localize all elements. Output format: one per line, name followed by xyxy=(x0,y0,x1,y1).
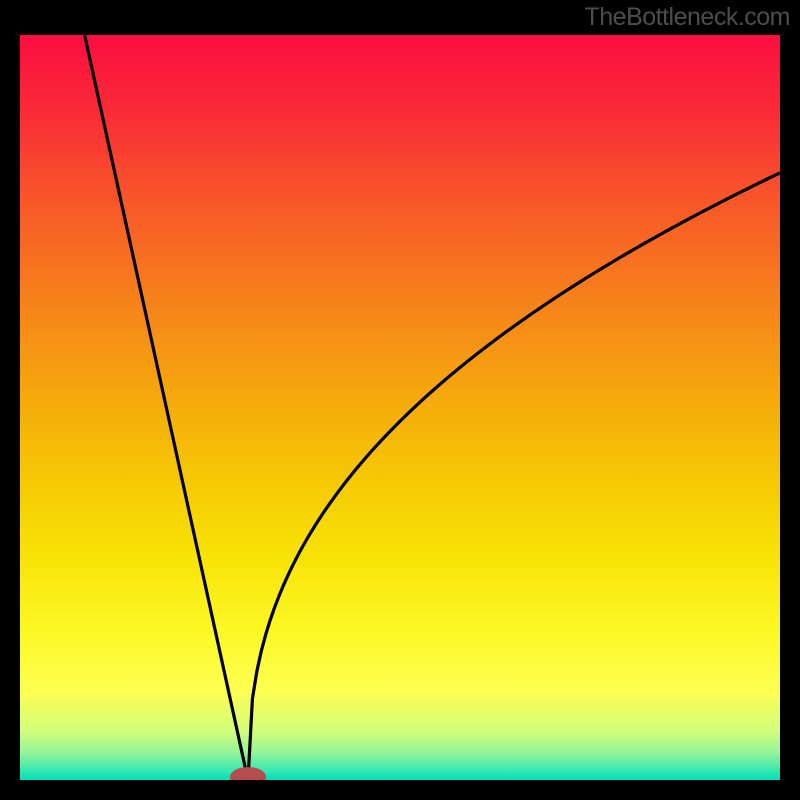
watermark-text: TheBottleneck.com xyxy=(585,3,791,32)
chart-container: TheBottleneck.com xyxy=(0,0,800,800)
gradient-background xyxy=(20,35,780,780)
plot-area xyxy=(20,35,780,780)
chart-svg xyxy=(20,35,780,780)
